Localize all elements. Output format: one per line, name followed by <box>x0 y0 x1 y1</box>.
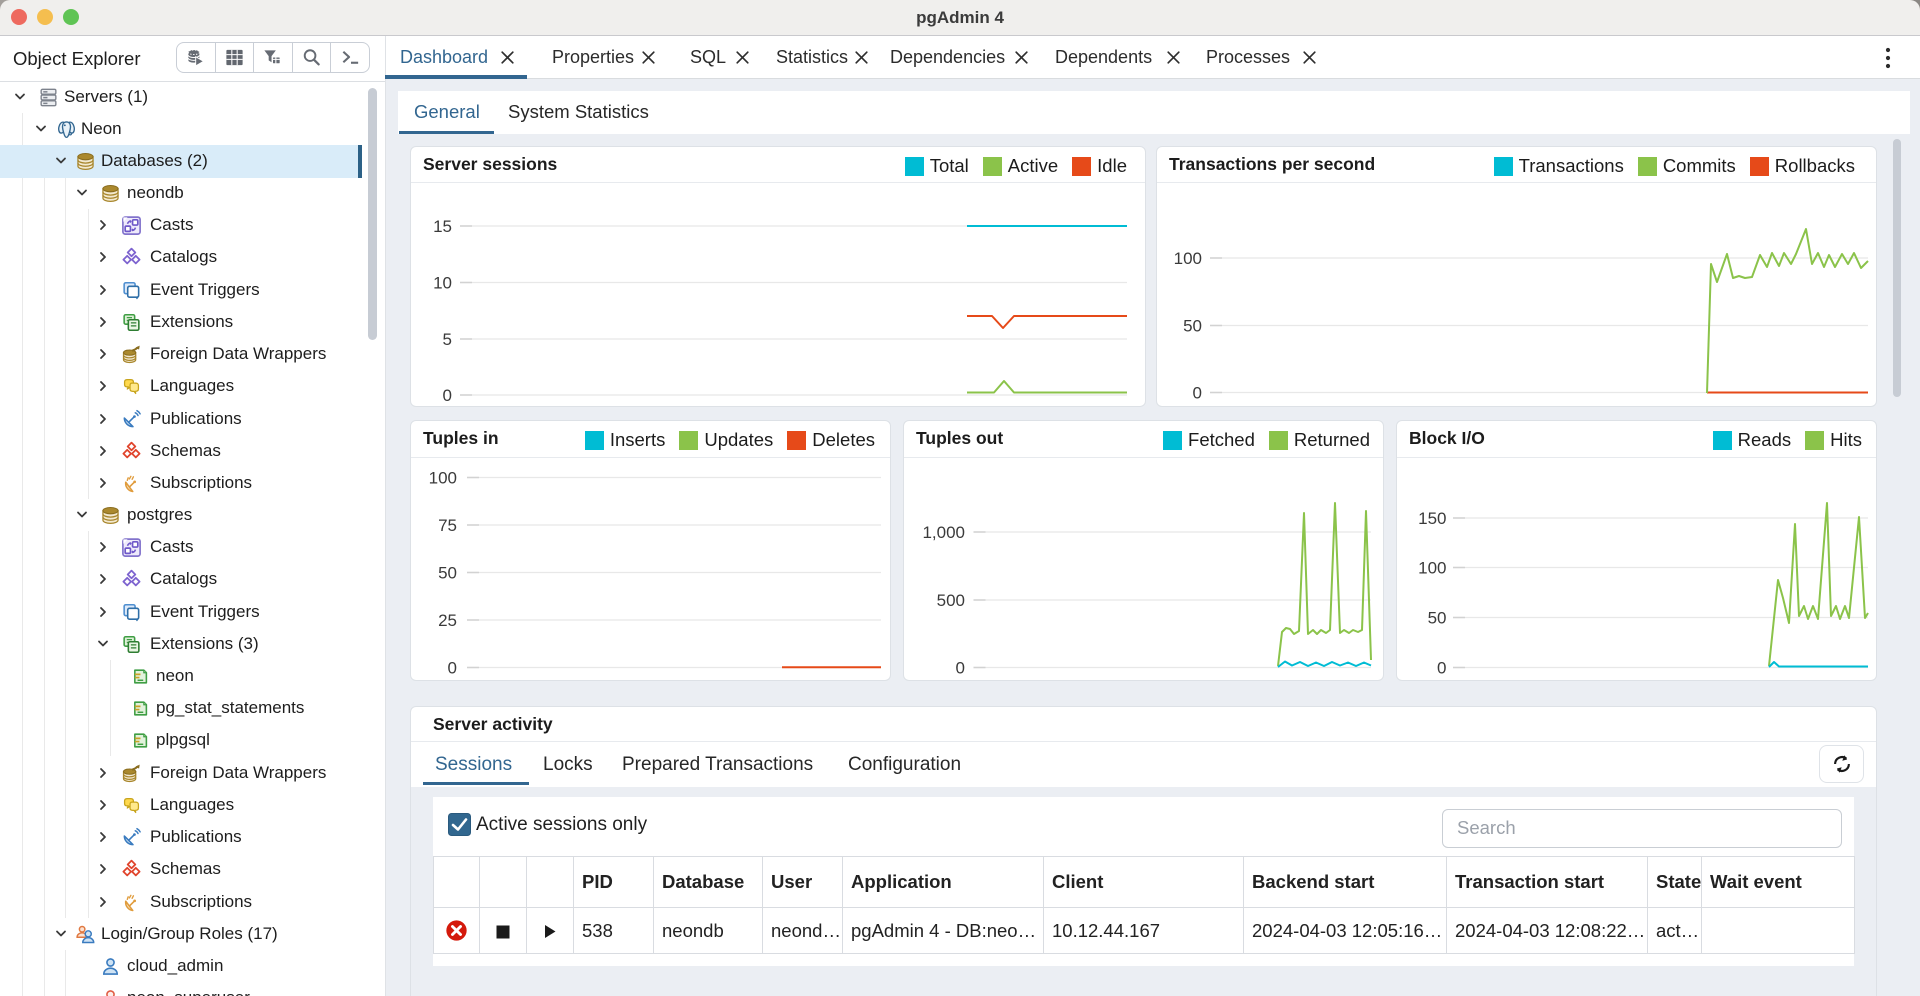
svg-text:50: 50 <box>438 564 457 583</box>
svg-text:150: 150 <box>1418 509 1446 528</box>
svg-text:25: 25 <box>438 611 457 630</box>
svg-text:0: 0 <box>443 386 452 405</box>
svg-text:50: 50 <box>1428 609 1447 628</box>
svg-text:15: 15 <box>433 217 452 236</box>
svg-text:0: 0 <box>1437 659 1446 678</box>
svg-text:100: 100 <box>1174 249 1202 268</box>
svg-text:0: 0 <box>448 659 457 678</box>
svg-text:100: 100 <box>1418 559 1446 578</box>
svg-text:0: 0 <box>1193 384 1202 403</box>
svg-text:1,000: 1,000 <box>922 523 965 542</box>
svg-text:75: 75 <box>438 516 457 535</box>
svg-text:5: 5 <box>443 330 452 349</box>
svg-text:10: 10 <box>433 274 452 293</box>
svg-text:100: 100 <box>429 469 457 488</box>
svg-text:500: 500 <box>937 591 965 610</box>
svg-text:50: 50 <box>1183 317 1202 336</box>
svg-text:0: 0 <box>956 659 965 678</box>
